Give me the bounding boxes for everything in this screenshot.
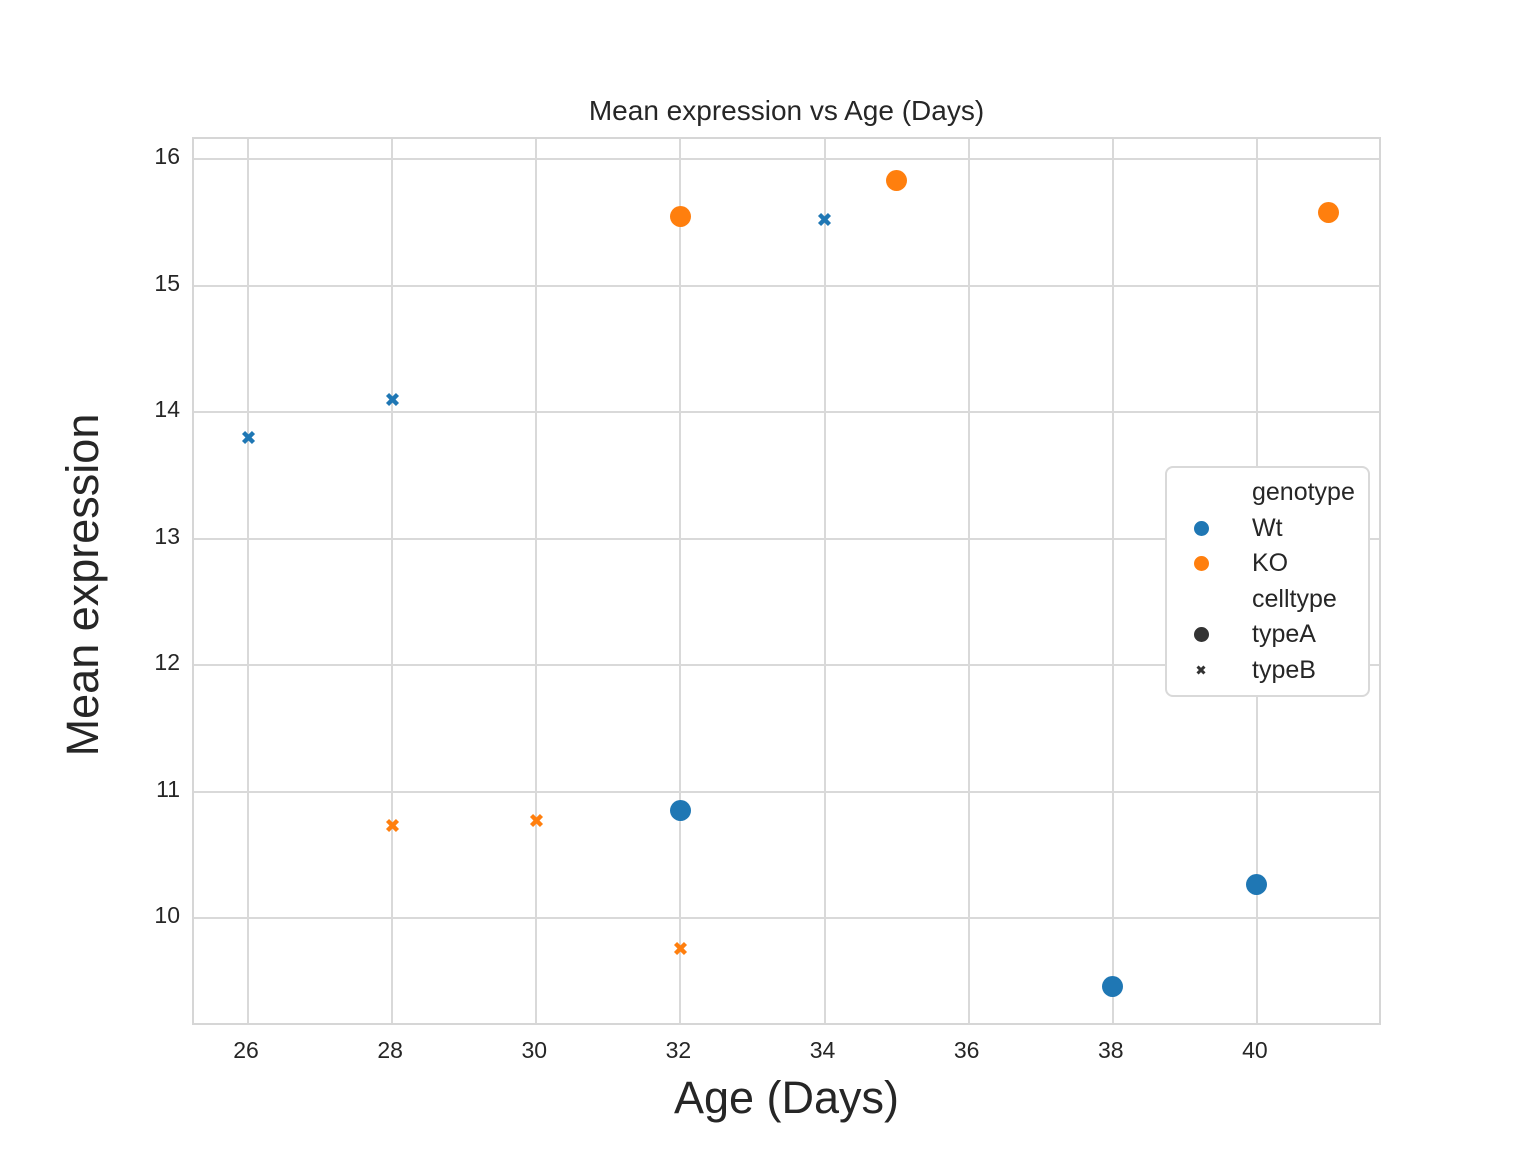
legend-circle-marker-icon <box>1181 556 1221 572</box>
gridline-x-28 <box>391 139 394 1023</box>
legend: genotype Wt KO celltype typeA typeB <box>1165 466 1370 697</box>
gridline-y-16 <box>194 158 1379 161</box>
y-tick-label-15: 15 <box>154 269 180 296</box>
data-point-ko-typeb <box>525 809 548 832</box>
gridline-x-34 <box>823 139 826 1023</box>
data-point-ko-typeb <box>669 937 692 960</box>
gridline-y-15 <box>194 284 1379 287</box>
x-tick-label-28: 28 <box>377 1037 403 1063</box>
legend-label: celltype <box>1252 584 1337 613</box>
data-point-ko-typeb <box>381 814 404 837</box>
x-axis-label: Age (Days) <box>673 1072 900 1123</box>
gridline-y-10 <box>194 917 1379 920</box>
gridline-x-38 <box>1111 139 1114 1023</box>
legend-circle-marker-icon <box>1181 520 1221 536</box>
x-tick-label-36: 36 <box>953 1037 980 1063</box>
x-tick-label-34: 34 <box>809 1037 836 1063</box>
legend-section-title-celltype: celltype <box>1181 582 1368 618</box>
legend-label: genotype <box>1252 478 1355 507</box>
gridline-x-30 <box>535 139 538 1023</box>
data-point-wt-typea <box>1246 873 1268 895</box>
data-point-wt-typea <box>669 800 691 822</box>
gridline-y-13 <box>194 537 1379 540</box>
legend-dot <box>1193 556 1209 572</box>
data-point-ko-typea <box>1318 201 1340 223</box>
gridline-x-32 <box>679 139 682 1023</box>
legend-label: KO <box>1252 549 1289 578</box>
x-tick-label-40: 40 <box>1242 1037 1268 1063</box>
gridline-x-26 <box>247 139 250 1023</box>
y-tick-label-14: 14 <box>154 396 180 423</box>
data-point-wt-typea <box>1102 976 1124 998</box>
data-point-wt-typeb <box>381 388 404 411</box>
legend-item-ko: KO <box>1181 546 1368 582</box>
y-tick-label-11: 11 <box>156 775 180 802</box>
data-point-wt-typeb <box>237 426 260 449</box>
y-axis-label: Mean expression <box>57 413 108 757</box>
x-tick-label-26: 26 <box>233 1037 259 1063</box>
gridline-x-36 <box>967 139 970 1023</box>
chart-title: Mean expression vs Age (Days) <box>588 95 985 126</box>
y-tick-label-13: 13 <box>154 522 180 549</box>
legend-label: typeB <box>1252 655 1316 684</box>
y-tick-label-10: 10 <box>154 902 180 929</box>
legend-item-typeb: typeB <box>1181 653 1368 689</box>
x-tick-label-30: 30 <box>521 1037 548 1063</box>
legend-x-marker-icon <box>1181 662 1221 678</box>
data-point-wt-typeb <box>813 208 836 231</box>
x-tick-label-38: 38 <box>1097 1037 1124 1063</box>
gridline-y-14 <box>194 411 1379 414</box>
legend-section-title-genotype: genotype <box>1181 475 1368 511</box>
x-tick-label-32: 32 <box>665 1037 692 1063</box>
legend-label: Wt <box>1252 513 1283 542</box>
legend-circle-marker-icon <box>1181 627 1221 643</box>
gridline-y-11 <box>194 790 1379 793</box>
legend-dot <box>1193 520 1209 536</box>
legend-dot <box>1193 627 1209 643</box>
data-point-ko-typea <box>886 170 908 192</box>
gridline-y-12 <box>194 664 1379 667</box>
legend-item-typea: typeA <box>1181 617 1368 653</box>
y-tick-label-12: 12 <box>154 649 180 676</box>
data-point-ko-typea <box>669 205 691 227</box>
legend-item-wt: Wt <box>1181 511 1368 547</box>
legend-label: typeA <box>1252 620 1316 649</box>
y-tick-label-16: 16 <box>154 143 180 170</box>
